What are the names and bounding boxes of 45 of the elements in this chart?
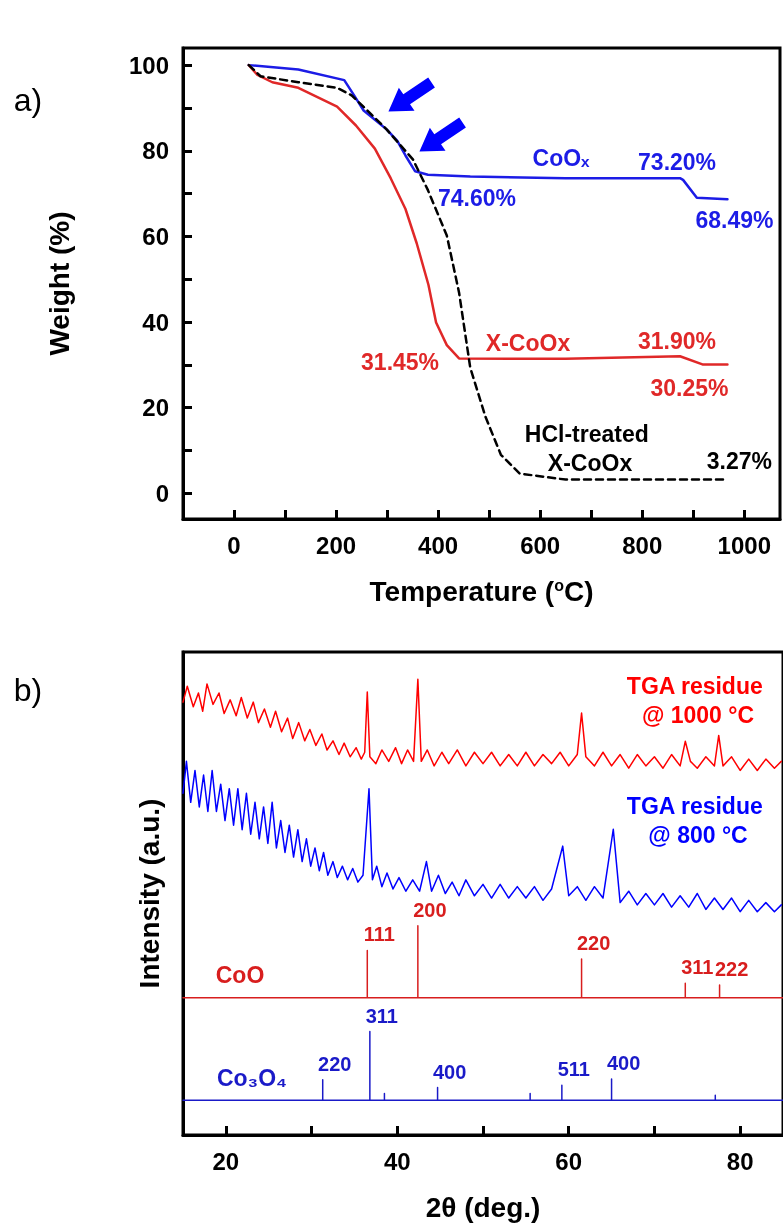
y-tick-label: 100 xyxy=(128,51,169,79)
annotation: 200 xyxy=(413,898,447,921)
series-label: TGA residue @ 1000 °C xyxy=(626,672,770,728)
annotation: 311 xyxy=(365,1004,398,1027)
x-tick-label: 400 xyxy=(418,531,459,559)
x-tick-label: 0 xyxy=(227,531,241,559)
y-axis-title: Weight (%) xyxy=(43,211,75,356)
x-tick-label: 800 xyxy=(622,531,663,559)
annotation: 311 xyxy=(681,956,714,979)
series-label: TGA residue @ 800 °C xyxy=(626,792,770,848)
annotation: 73.20% xyxy=(638,148,717,175)
y-tick-label: 0 xyxy=(155,479,169,507)
annotation: 30.25% xyxy=(650,374,729,401)
annotation: 111 xyxy=(363,923,395,946)
x-tick-label: 60 xyxy=(555,1147,583,1175)
series-label: CoOₓ xyxy=(532,145,591,171)
y-tick-label: 20 xyxy=(142,394,169,422)
annotation: 31.90% xyxy=(637,327,716,354)
annotation: 222 xyxy=(714,958,749,981)
y-tick-label: 40 xyxy=(142,308,169,336)
text: a) xyxy=(13,82,43,118)
annotation: 400 xyxy=(432,1060,467,1083)
x-axis-title: 2θ (deg.) xyxy=(425,1191,541,1223)
annotation: 220 xyxy=(318,1052,352,1075)
annotation: 220 xyxy=(576,932,611,955)
y-tick-label: 80 xyxy=(142,137,169,165)
annotation: 74.60% xyxy=(437,184,516,211)
x-tick-label: 80 xyxy=(726,1147,754,1175)
series-label: CoO xyxy=(215,962,265,988)
series-label: X-CoOx xyxy=(485,330,571,356)
annotation: 400 xyxy=(606,1051,641,1074)
annotation: 3.27% xyxy=(706,448,772,475)
y-tick-label: 60 xyxy=(142,222,169,250)
annotation: 31.45% xyxy=(361,348,440,375)
series-label: HCl-treated X-CoOx xyxy=(524,420,656,476)
x-tick-label: 1000 xyxy=(717,531,771,559)
annotation: 68.49% xyxy=(695,207,774,234)
x-tick-label: 600 xyxy=(520,531,561,559)
x-tick-label: 20 xyxy=(212,1147,240,1175)
annotation: 511 xyxy=(557,1058,590,1081)
y-axis-title: Intensity (a.u.) xyxy=(133,798,165,989)
x-tick-label: 40 xyxy=(383,1147,411,1175)
x-tick-label: 200 xyxy=(316,531,357,559)
text: b) xyxy=(13,672,43,708)
series-label: Co₃O₄ xyxy=(216,1065,288,1091)
